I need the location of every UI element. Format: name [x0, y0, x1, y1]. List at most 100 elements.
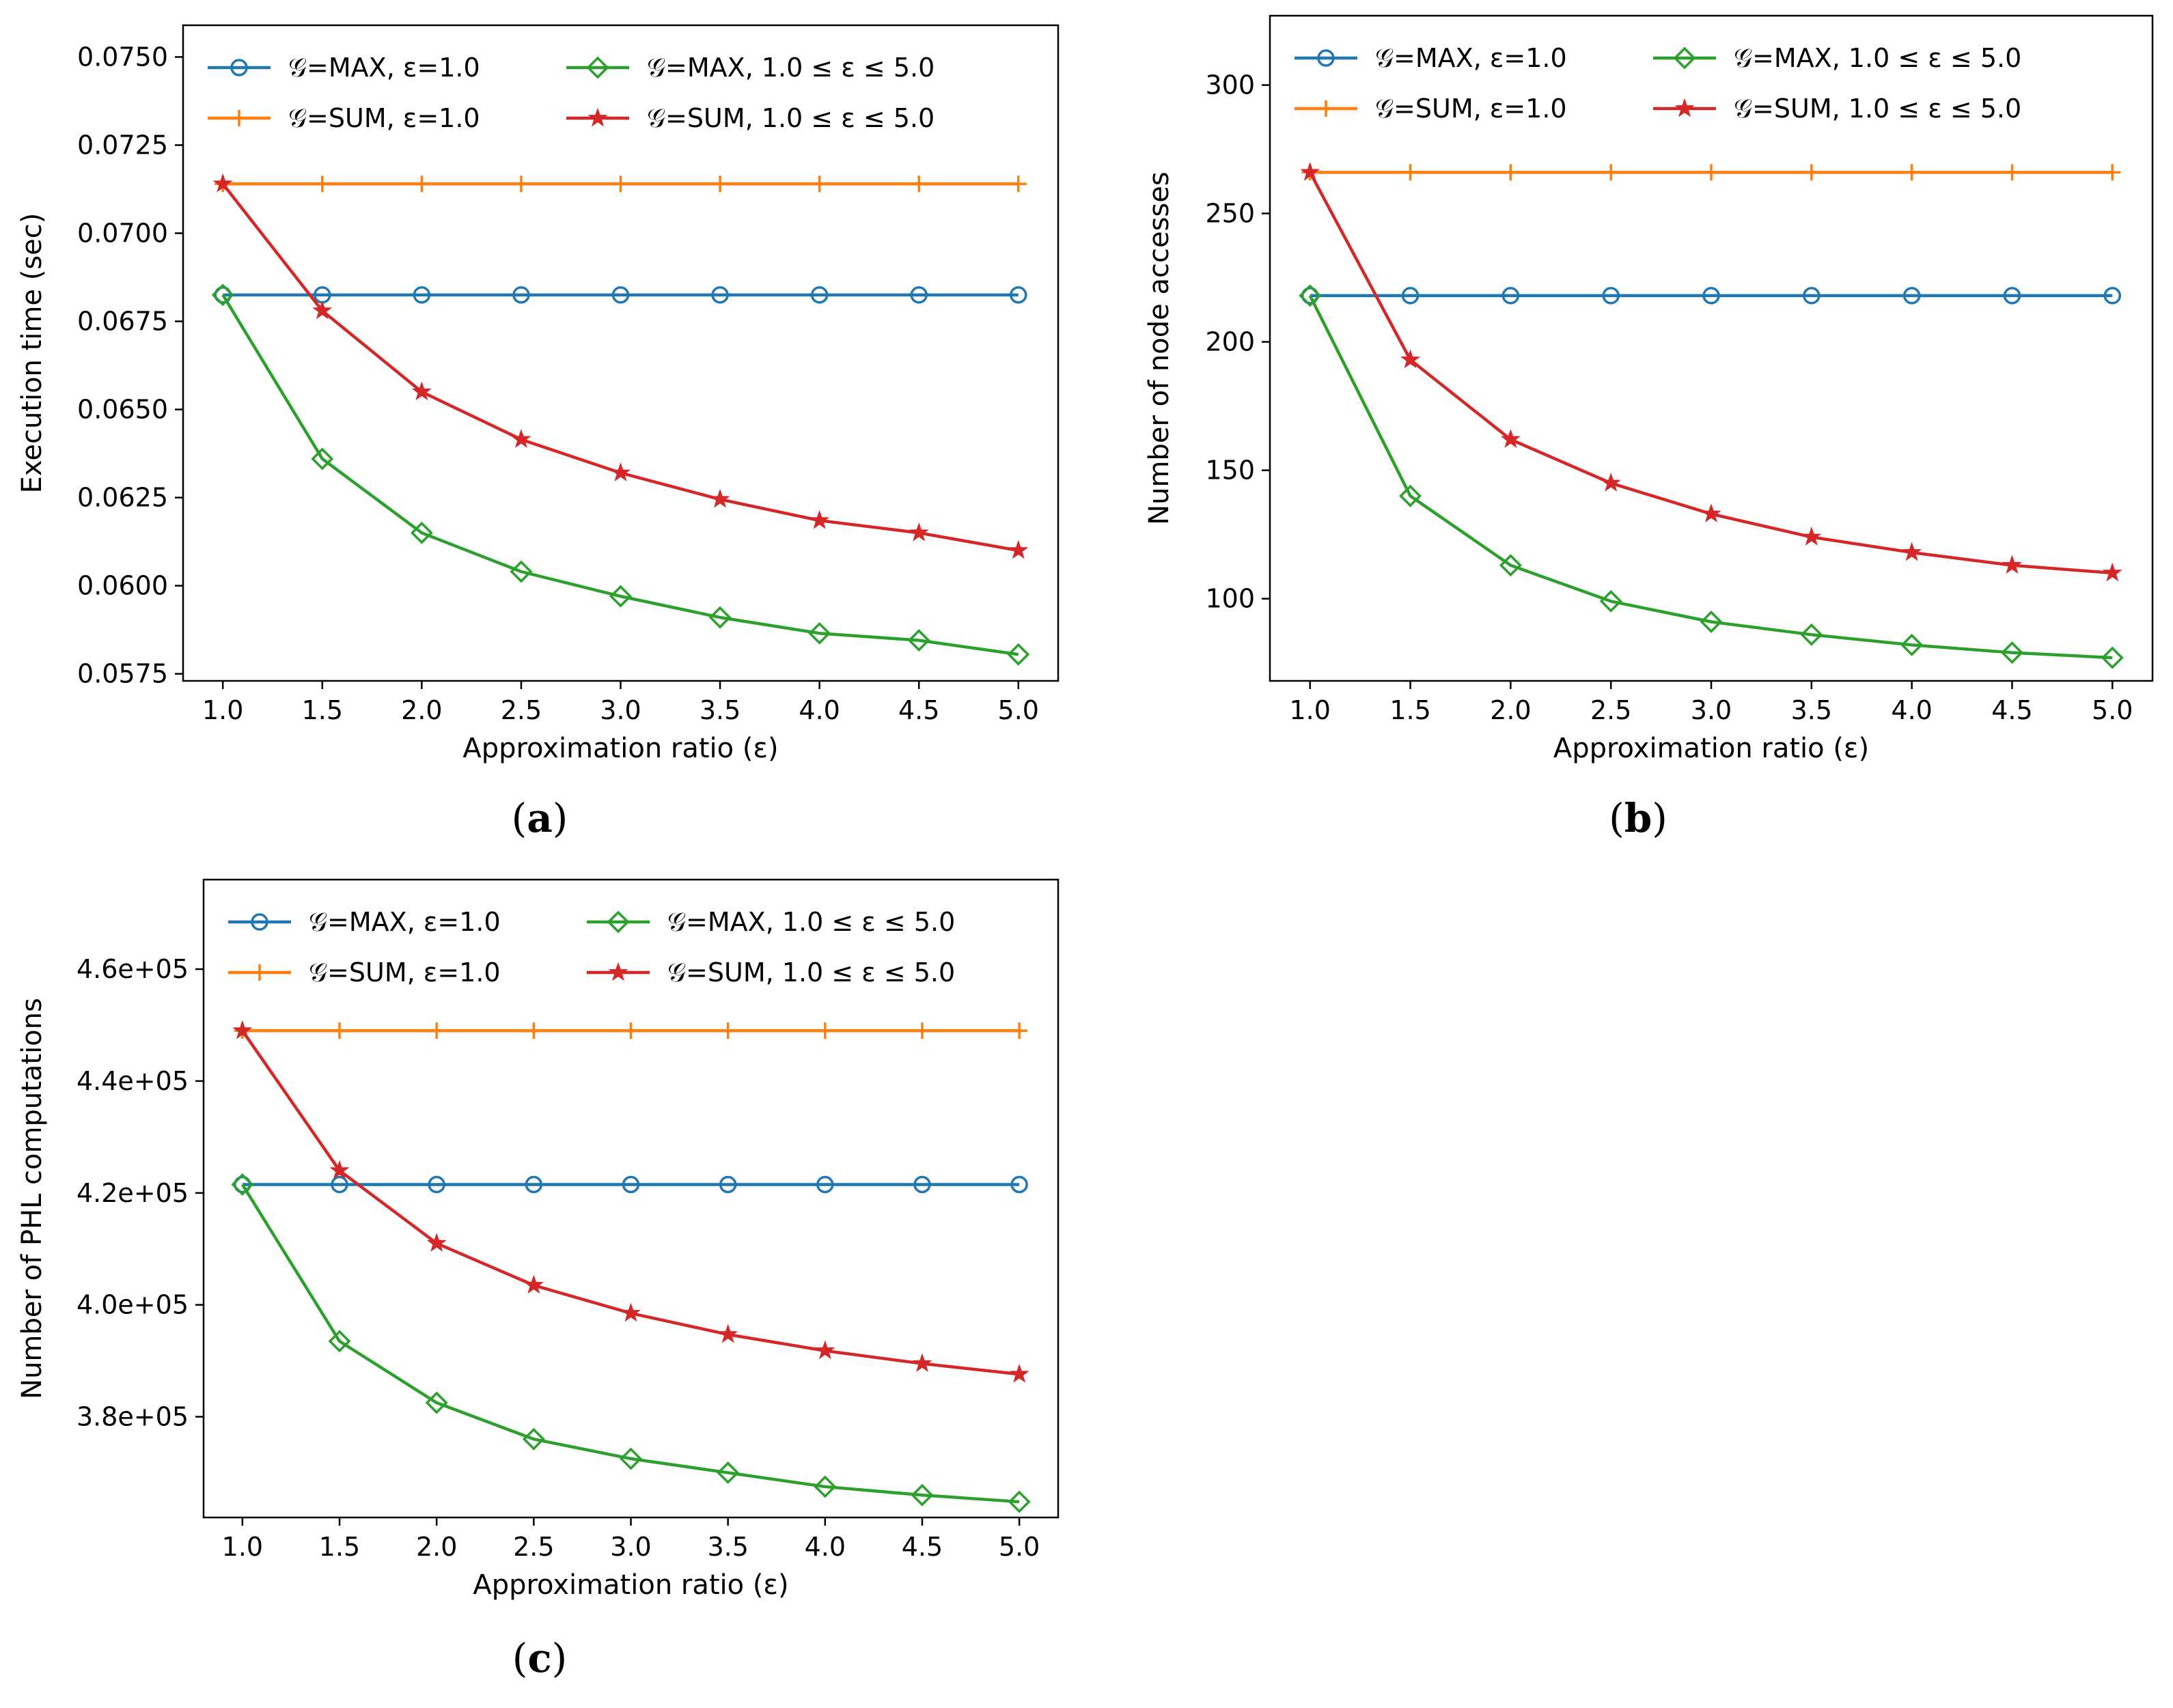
data-point [909, 522, 929, 542]
data-point [913, 1022, 930, 1039]
x-tick-label: 2.0 [1490, 695, 1531, 725]
data-point [1700, 611, 1723, 633]
x-tick-label: 4.0 [805, 1532, 846, 1562]
data-point [1801, 527, 1822, 546]
data-point [1800, 623, 1823, 646]
x-tick-label: 1.0 [1290, 695, 1331, 725]
data-point [1803, 287, 1821, 305]
data-point [816, 1175, 834, 1194]
series-1 [214, 176, 1027, 193]
y-tick-label: 0.0625 [77, 483, 168, 513]
legend-entry: 𝒢=SUM, 1.0 ≤ ε ≤ 5.0 [1653, 94, 2021, 124]
series-line [240, 1184, 1020, 1504]
series-3 [212, 173, 1029, 559]
chart-panel-c: 1.0 1.5 2.0 2.5 3.0 3.5 4.0 4.5 5.0 3.8e+05 4.0e+0… [16, 878, 1060, 1681]
data-point [718, 1324, 738, 1343]
x-tick-label: 1.5 [1389, 695, 1430, 725]
data-point [426, 1233, 447, 1252]
panel-label: (b) [1609, 795, 1667, 841]
x-tick-label: 1.0 [202, 695, 243, 725]
y-tick-label: 0.0600 [77, 571, 168, 601]
data-point [1008, 540, 1029, 559]
data-point [1500, 429, 1521, 448]
data-point [911, 1483, 934, 1507]
x-tick-label: 2.5 [1590, 695, 1631, 725]
y-tick-label: 4.6e+05 [77, 954, 189, 984]
data-point [1010, 286, 1027, 304]
data-point [1008, 1490, 1031, 1513]
data-point [2104, 164, 2121, 181]
legend-label: 𝒢=SUM, ε=1.0 [1375, 94, 1567, 124]
data-point [622, 1022, 639, 1039]
legend-marker [1318, 100, 1334, 117]
data-point [413, 176, 430, 193]
data-point [331, 1175, 348, 1194]
data-point [1011, 1022, 1028, 1039]
legend-label: 𝒢=SUM, 1.0 ≤ ε ≤ 5.0 [1734, 94, 2021, 124]
legend-label: 𝒢=SUM, 1.0 ≤ ε ≤ 5.0 [647, 103, 935, 133]
data-point [907, 629, 930, 652]
legend: 𝒢=MAX, ε=1.0 𝒢=SUM, ε=1.0 𝒢=MAX, 1.0 ≤ ε ≤… [208, 53, 935, 133]
data-point [212, 173, 233, 193]
data-point [2004, 164, 2021, 181]
x-tick-label: 1.5 [302, 695, 343, 725]
series-3 [232, 1020, 1029, 1383]
legend-marker [230, 59, 248, 76]
data-point [620, 1447, 642, 1470]
data-point [425, 1391, 448, 1414]
data-point [809, 509, 830, 529]
data-point [612, 176, 629, 193]
legend-label: 𝒢=SUM, ε=1.0 [288, 103, 480, 133]
data-point [413, 286, 431, 304]
x-tick-label: 4.5 [898, 695, 939, 725]
legend-label: 𝒢=MAX, ε=1.0 [309, 907, 501, 937]
x-tick-label: 2.0 [416, 1532, 457, 1562]
legend: 𝒢=MAX, ε=1.0 𝒢=SUM, ε=1.0 𝒢=MAX, 1.0 ≤ ε ≤… [228, 907, 955, 988]
data-point [708, 606, 732, 629]
data-point [911, 176, 928, 193]
x-tick-label: 5.0 [999, 1532, 1040, 1562]
series-line [1308, 294, 2113, 660]
data-point [1602, 287, 1620, 305]
x-tick-label: 4.0 [799, 695, 840, 725]
series-0 [1301, 287, 2122, 305]
data-point [815, 1340, 835, 1360]
legend-marker [251, 913, 268, 931]
x-axis-title: Approximation ratio (ε) [462, 733, 778, 764]
data-point [411, 381, 432, 401]
data-point [328, 1330, 351, 1353]
data-point [814, 1475, 837, 1498]
data-point [1010, 176, 1027, 193]
data-point [1007, 643, 1030, 666]
series-1 [234, 1022, 1028, 1039]
x-tick-label: 3.0 [1691, 695, 1732, 725]
data-point [231, 1173, 254, 1196]
data-point [214, 286, 232, 304]
data-point [1701, 503, 1721, 522]
data-point [428, 1022, 445, 1039]
data-point [816, 1022, 833, 1039]
data-point [1399, 484, 1422, 507]
legend-entry: 𝒢=MAX, ε=1.0 [208, 53, 480, 83]
series-2 [1299, 284, 2124, 669]
data-point [2000, 641, 2023, 664]
y-tick-label: 0.0675 [77, 307, 168, 337]
x-tick-label: 3.5 [707, 1532, 748, 1562]
y-tick-label: 0.0700 [77, 219, 168, 249]
data-point [1010, 1175, 1028, 1194]
data-point [1601, 473, 1621, 492]
data-point [312, 300, 333, 320]
legend-label: 𝒢=MAX, ε=1.0 [1375, 43, 1567, 73]
data-point [1603, 164, 1620, 181]
x-axis-title: Approximation ratio (ε) [1553, 733, 1869, 764]
x-tick-label: 4.5 [1991, 695, 2032, 725]
data-point [1502, 164, 1519, 181]
data-point [910, 286, 928, 304]
data-point [511, 429, 531, 448]
legend-entry: 𝒢=SUM, ε=1.0 [228, 957, 501, 988]
data-point [329, 1160, 350, 1179]
data-point [610, 462, 631, 481]
x-tick-label: 3.5 [700, 695, 741, 725]
series-2 [211, 283, 1030, 666]
y-tick-label: 200 [1205, 327, 1255, 357]
